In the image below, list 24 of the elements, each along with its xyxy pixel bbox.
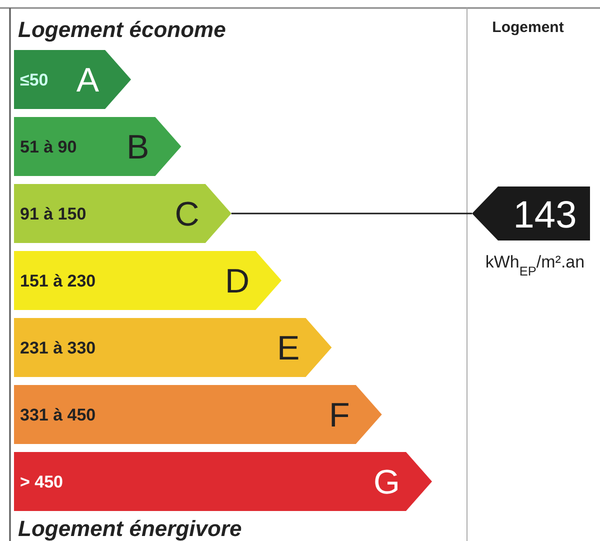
y-tick-label: 91 à 150 [20,204,86,224]
annotation: F [329,396,350,434]
y-tick-label: 331 à 450 [20,406,96,424]
bar [14,452,432,511]
y-tick-label: 151 à 230 [20,272,96,290]
x-axis-title: Logement énergivore [18,516,242,541]
y-tick-label: ≤50 [20,70,48,90]
y-tick-label: 231 à 330 [20,338,96,358]
ref-line-label: 143 [513,194,577,236]
annotation: B [126,128,150,166]
annotation: D [224,262,250,300]
annotation: C [174,196,200,234]
bar [14,318,332,377]
bar [14,184,232,243]
bar [14,385,382,444]
y-tick-label: > 450 [20,472,64,492]
chart-title: Logement économe [18,17,226,42]
y2-axis-title: Logement [492,19,564,36]
text: kWh$_{EP}$/m².an [485,252,585,278]
y-tick-label: 51 à 90 [20,138,77,156]
annotation: E [276,330,300,368]
bar [14,251,282,310]
annotation: A [76,62,100,100]
annotation: G [374,464,400,502]
